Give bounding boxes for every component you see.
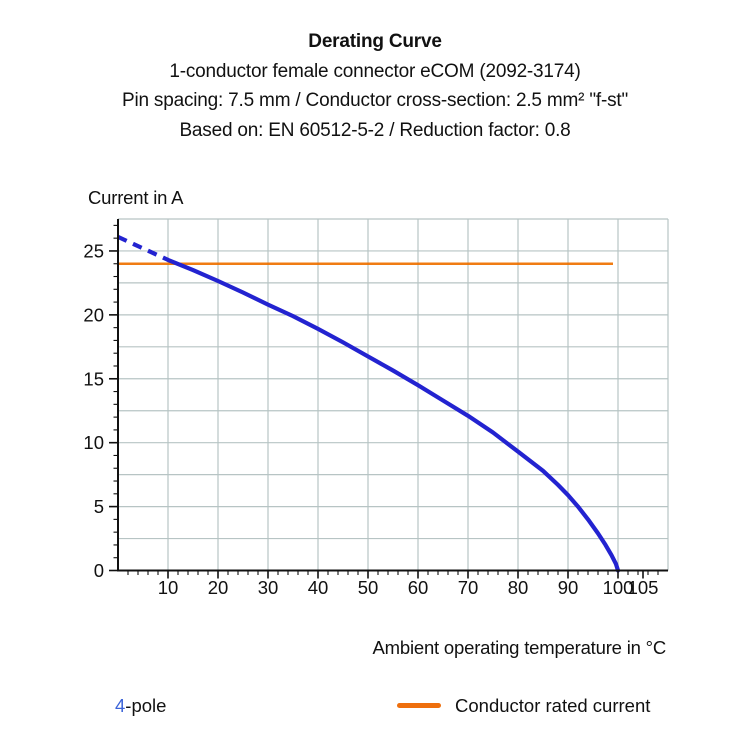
x-tick-label: 50 — [358, 577, 379, 598]
y-tick-label: 5 — [94, 496, 104, 517]
x-tick-label: 100 — [603, 577, 634, 598]
x-axis-title: Ambient operating temperature in °C — [372, 637, 667, 658]
legend-pole-number: 4 — [115, 695, 126, 716]
legend-pole-label: 4-pole — [115, 695, 166, 717]
legend-pole-suffix: -pole — [125, 695, 167, 716]
derating-curve-dashed-segment — [117, 234, 169, 262]
x-tick-label: 20 — [208, 577, 229, 598]
chart-header: Derating Curve 1-conductor female connec… — [0, 27, 750, 145]
y-tick-label: 0 — [94, 560, 104, 581]
y-axis-title: Current in A — [88, 187, 184, 208]
y-tick-label: 25 — [83, 240, 104, 261]
chart-subtitle-standard: Based on: EN 60512-5-2 / Reduction facto… — [179, 119, 571, 141]
derating-curve — [165, 257, 621, 573]
x-tick-label: 105 — [628, 577, 659, 598]
y-tick-label: 15 — [83, 368, 104, 389]
y-tick-label: 10 — [83, 432, 104, 453]
legend-rated-current-label: Conductor rated current — [455, 695, 651, 716]
chart-subtitle-connector: 1-conductor female connector eCOM (2092-… — [169, 60, 581, 82]
x-tick-label: 60 — [408, 577, 429, 598]
x-tick-label: 30 — [258, 577, 279, 598]
x-tick-label: 70 — [458, 577, 479, 598]
x-tick-label: 90 — [558, 577, 579, 598]
chart-title: Derating Curve — [308, 31, 442, 52]
x-tick-label: 40 — [308, 577, 329, 598]
x-tick-label: 10 — [158, 577, 179, 598]
x-tick-label: 80 — [508, 577, 529, 598]
chart-subtitle-spec: Pin spacing: 7.5 mm / Conductor cross-se… — [121, 90, 628, 111]
legend: 4-pole Conductor rated current — [0, 693, 750, 721]
rated-current-line-swatch — [397, 703, 441, 708]
y-tick-label: 20 — [83, 304, 104, 325]
